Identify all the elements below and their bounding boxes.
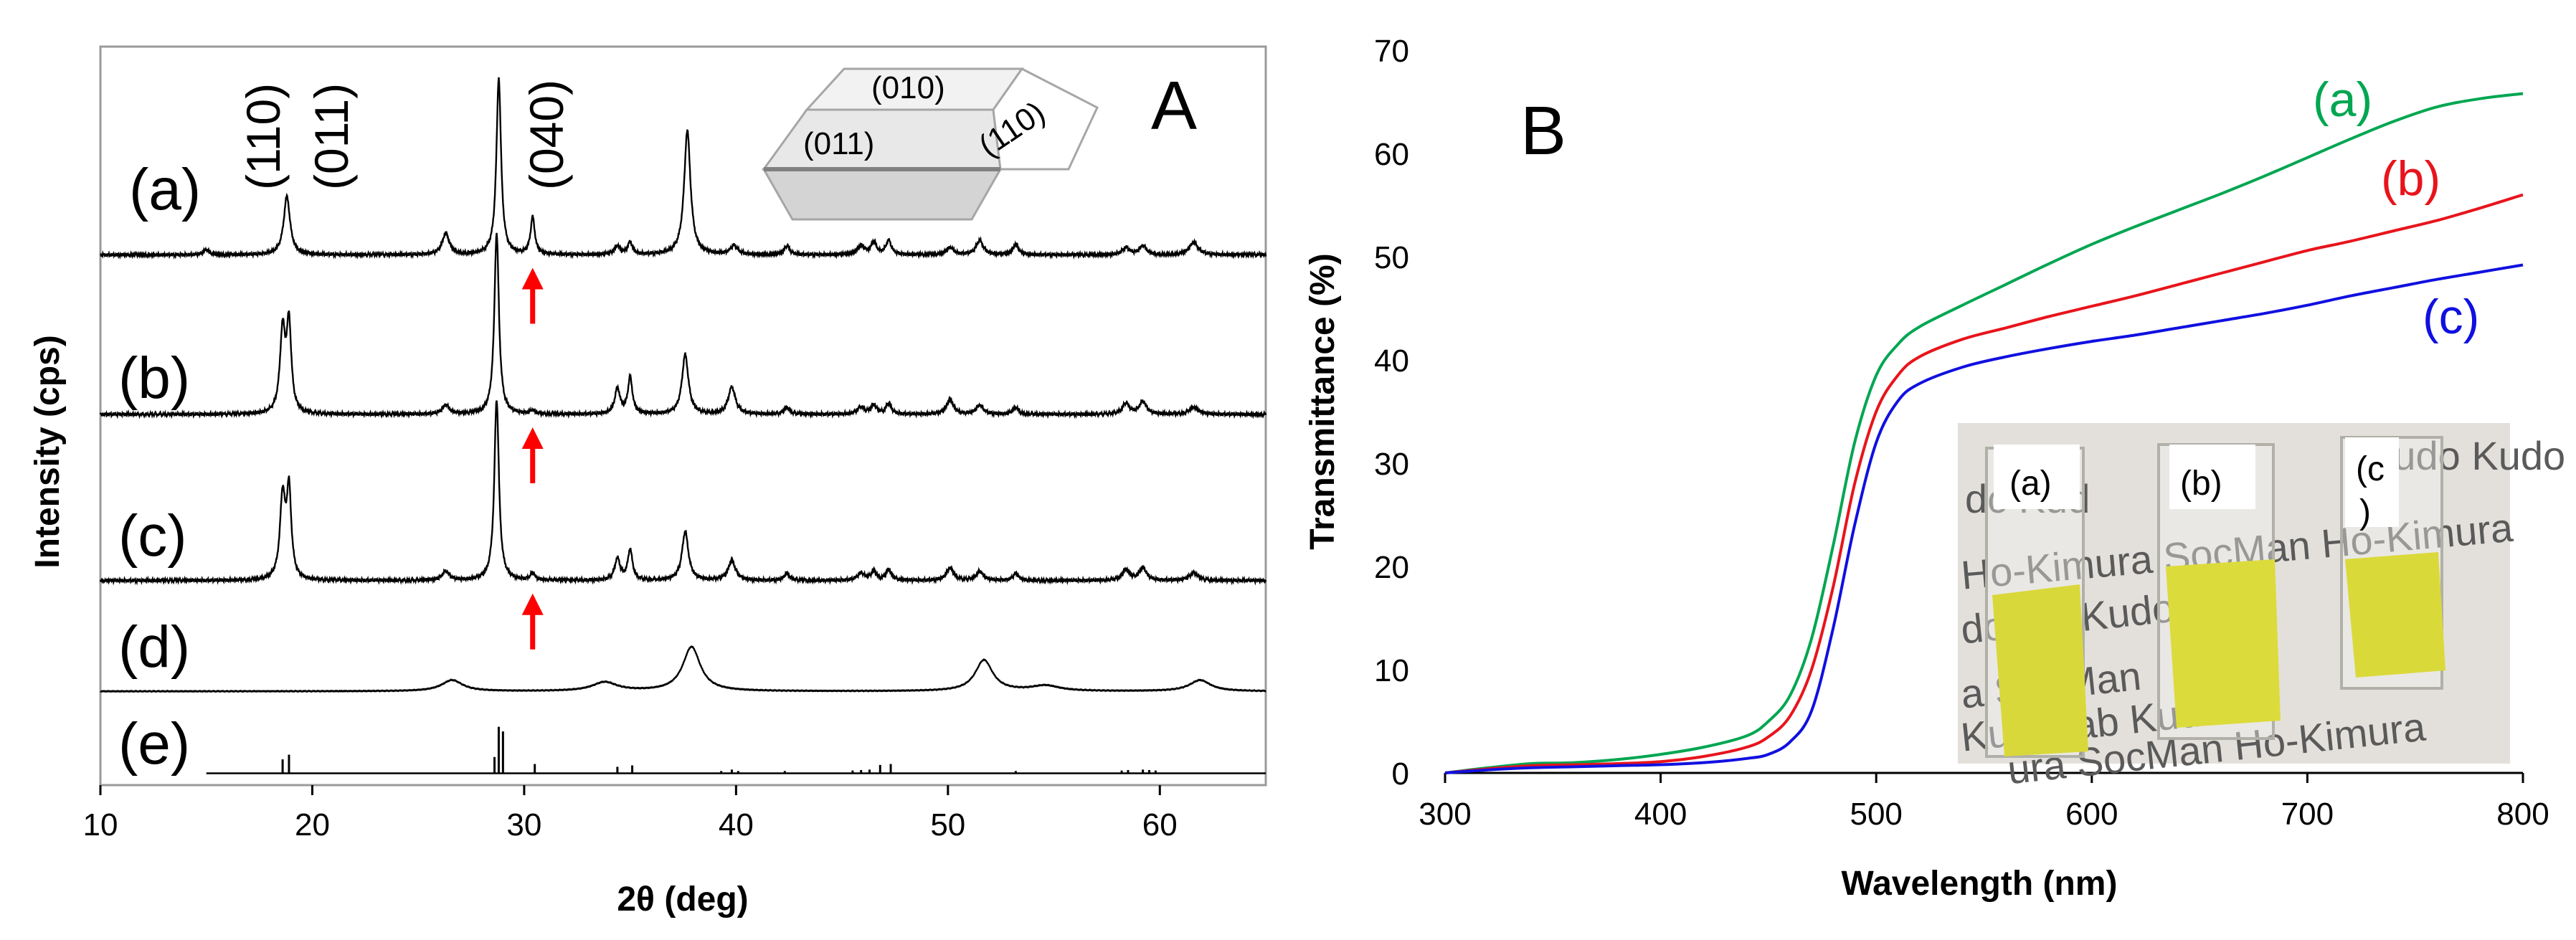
x-tick-label: 10 [83,807,118,842]
x-tick-label: 400 [1634,797,1687,832]
series-label-a: (a) [129,157,201,222]
y-tick-label: 40 [1374,343,1409,379]
series-label-d: (d) [118,614,190,680]
x-tick-label: 500 [1850,797,1902,832]
y-tick-label: 60 [1374,137,1409,172]
series-label-b: (b) [118,346,190,411]
crystal-side-face [992,67,1099,171]
crystal-bottom-face [762,168,1003,221]
x-tick-label: 50 [930,807,965,842]
y-tick-label: 30 [1374,447,1409,482]
transmittance-line-b [1444,193,2524,774]
curve-label-b: (b) [2381,151,2440,206]
panel-b-y-ticks: 0 10 20 30 40 50 60 70 [1374,34,1409,792]
panel-a-traces [99,77,1267,693]
inset-label-boxes [1994,437,2399,527]
panel-a-arrows [521,267,544,650]
panel-a-y-axis-title: Intensity (cps) [29,335,67,568]
crystal-face-010: (010) [871,70,945,105]
transmittance-line-a [1444,92,2524,774]
panel-b-transmittance: 0 10 20 30 40 50 60 70 300 400 500 600 700 800 dc Ku… [1304,34,2565,903]
x-tick-label: 20 [295,807,330,842]
curve-label-a: (a) [2313,72,2372,127]
xrd-trace-d [100,645,1266,693]
panel-b-y-axis-title: Transmittance (%) [1304,253,1342,549]
x-tick-label: 600 [2065,797,2118,832]
red-arrow [521,593,544,650]
panel-b-label: B [1520,92,1566,169]
inset-label-c: (c [2356,450,2385,488]
peak-label-040: (040) [520,80,573,190]
inset-label-box-c [2345,437,2399,527]
panel-a-xrd: 10 20 30 40 50 60 (a) (b) (c) (d) (e) (110) (… [29,45,1267,918]
xrd-trace-b [99,232,1267,419]
inset-label-c-close: ) [2359,493,2371,531]
peak-label-011: (011) [305,83,358,190]
crystal-front-face [762,108,1002,171]
inset-label-box-a [1994,445,2080,509]
transmittance-line-c [1444,263,2524,774]
curve-label-c: (c) [2423,290,2479,344]
film-b [2166,559,2281,728]
panel-a-x-axis-title: 2θ (deg) [617,880,748,918]
y-tick-label: 50 [1374,240,1409,275]
inset-text-line: Kudo Kudo [2367,433,2565,478]
y-tick-label: 20 [1374,550,1409,585]
panel-a-x-ticks: 10 20 30 40 50 60 [83,785,1178,842]
inset-label-a: (a) [2009,465,2052,503]
y-tick-label: 10 [1374,653,1409,688]
film-a [1992,584,2088,756]
red-arrow [521,267,544,324]
crystal-shape-inset: (010) (011) (110) [762,67,1099,221]
x-tick-label: 60 [1142,807,1178,842]
inset-photo: dc Kud Kudo Kudo Ho-Kimura SocMan Ho-Kim… [1958,423,2565,792]
x-tick-label: 800 [2496,797,2549,832]
x-tick-label: 40 [719,807,754,842]
xrd-trace-a [100,77,1267,260]
x-tick-label: 30 [506,807,541,842]
sample-films [1992,552,2445,756]
series-label-c: (c) [118,503,187,569]
x-tick-label: 300 [1419,797,1471,832]
x-tick-label: 700 [2281,797,2334,832]
y-tick-label: 70 [1374,34,1409,69]
peak-label-110: (110) [237,83,290,190]
series-label-e: (e) [118,711,190,777]
panel-a-label: A [1151,67,1197,144]
panel-a-reference-sticks [206,726,1266,774]
film-c [2345,552,2445,678]
crystal-face-011: (011) [803,126,874,161]
panel-b-series-lines [1444,92,2524,774]
inset-label-b: (b) [2180,465,2222,503]
xrd-trace-c [99,400,1267,586]
inset-label-box-b [2169,445,2255,509]
red-arrow [521,427,544,483]
y-tick-label: 0 [1392,756,1409,792]
panel-b-x-ticks: 300 400 500 600 700 800 [1419,773,2549,832]
panel-b-x-axis-title: Wavelength (nm) [1842,865,2118,903]
